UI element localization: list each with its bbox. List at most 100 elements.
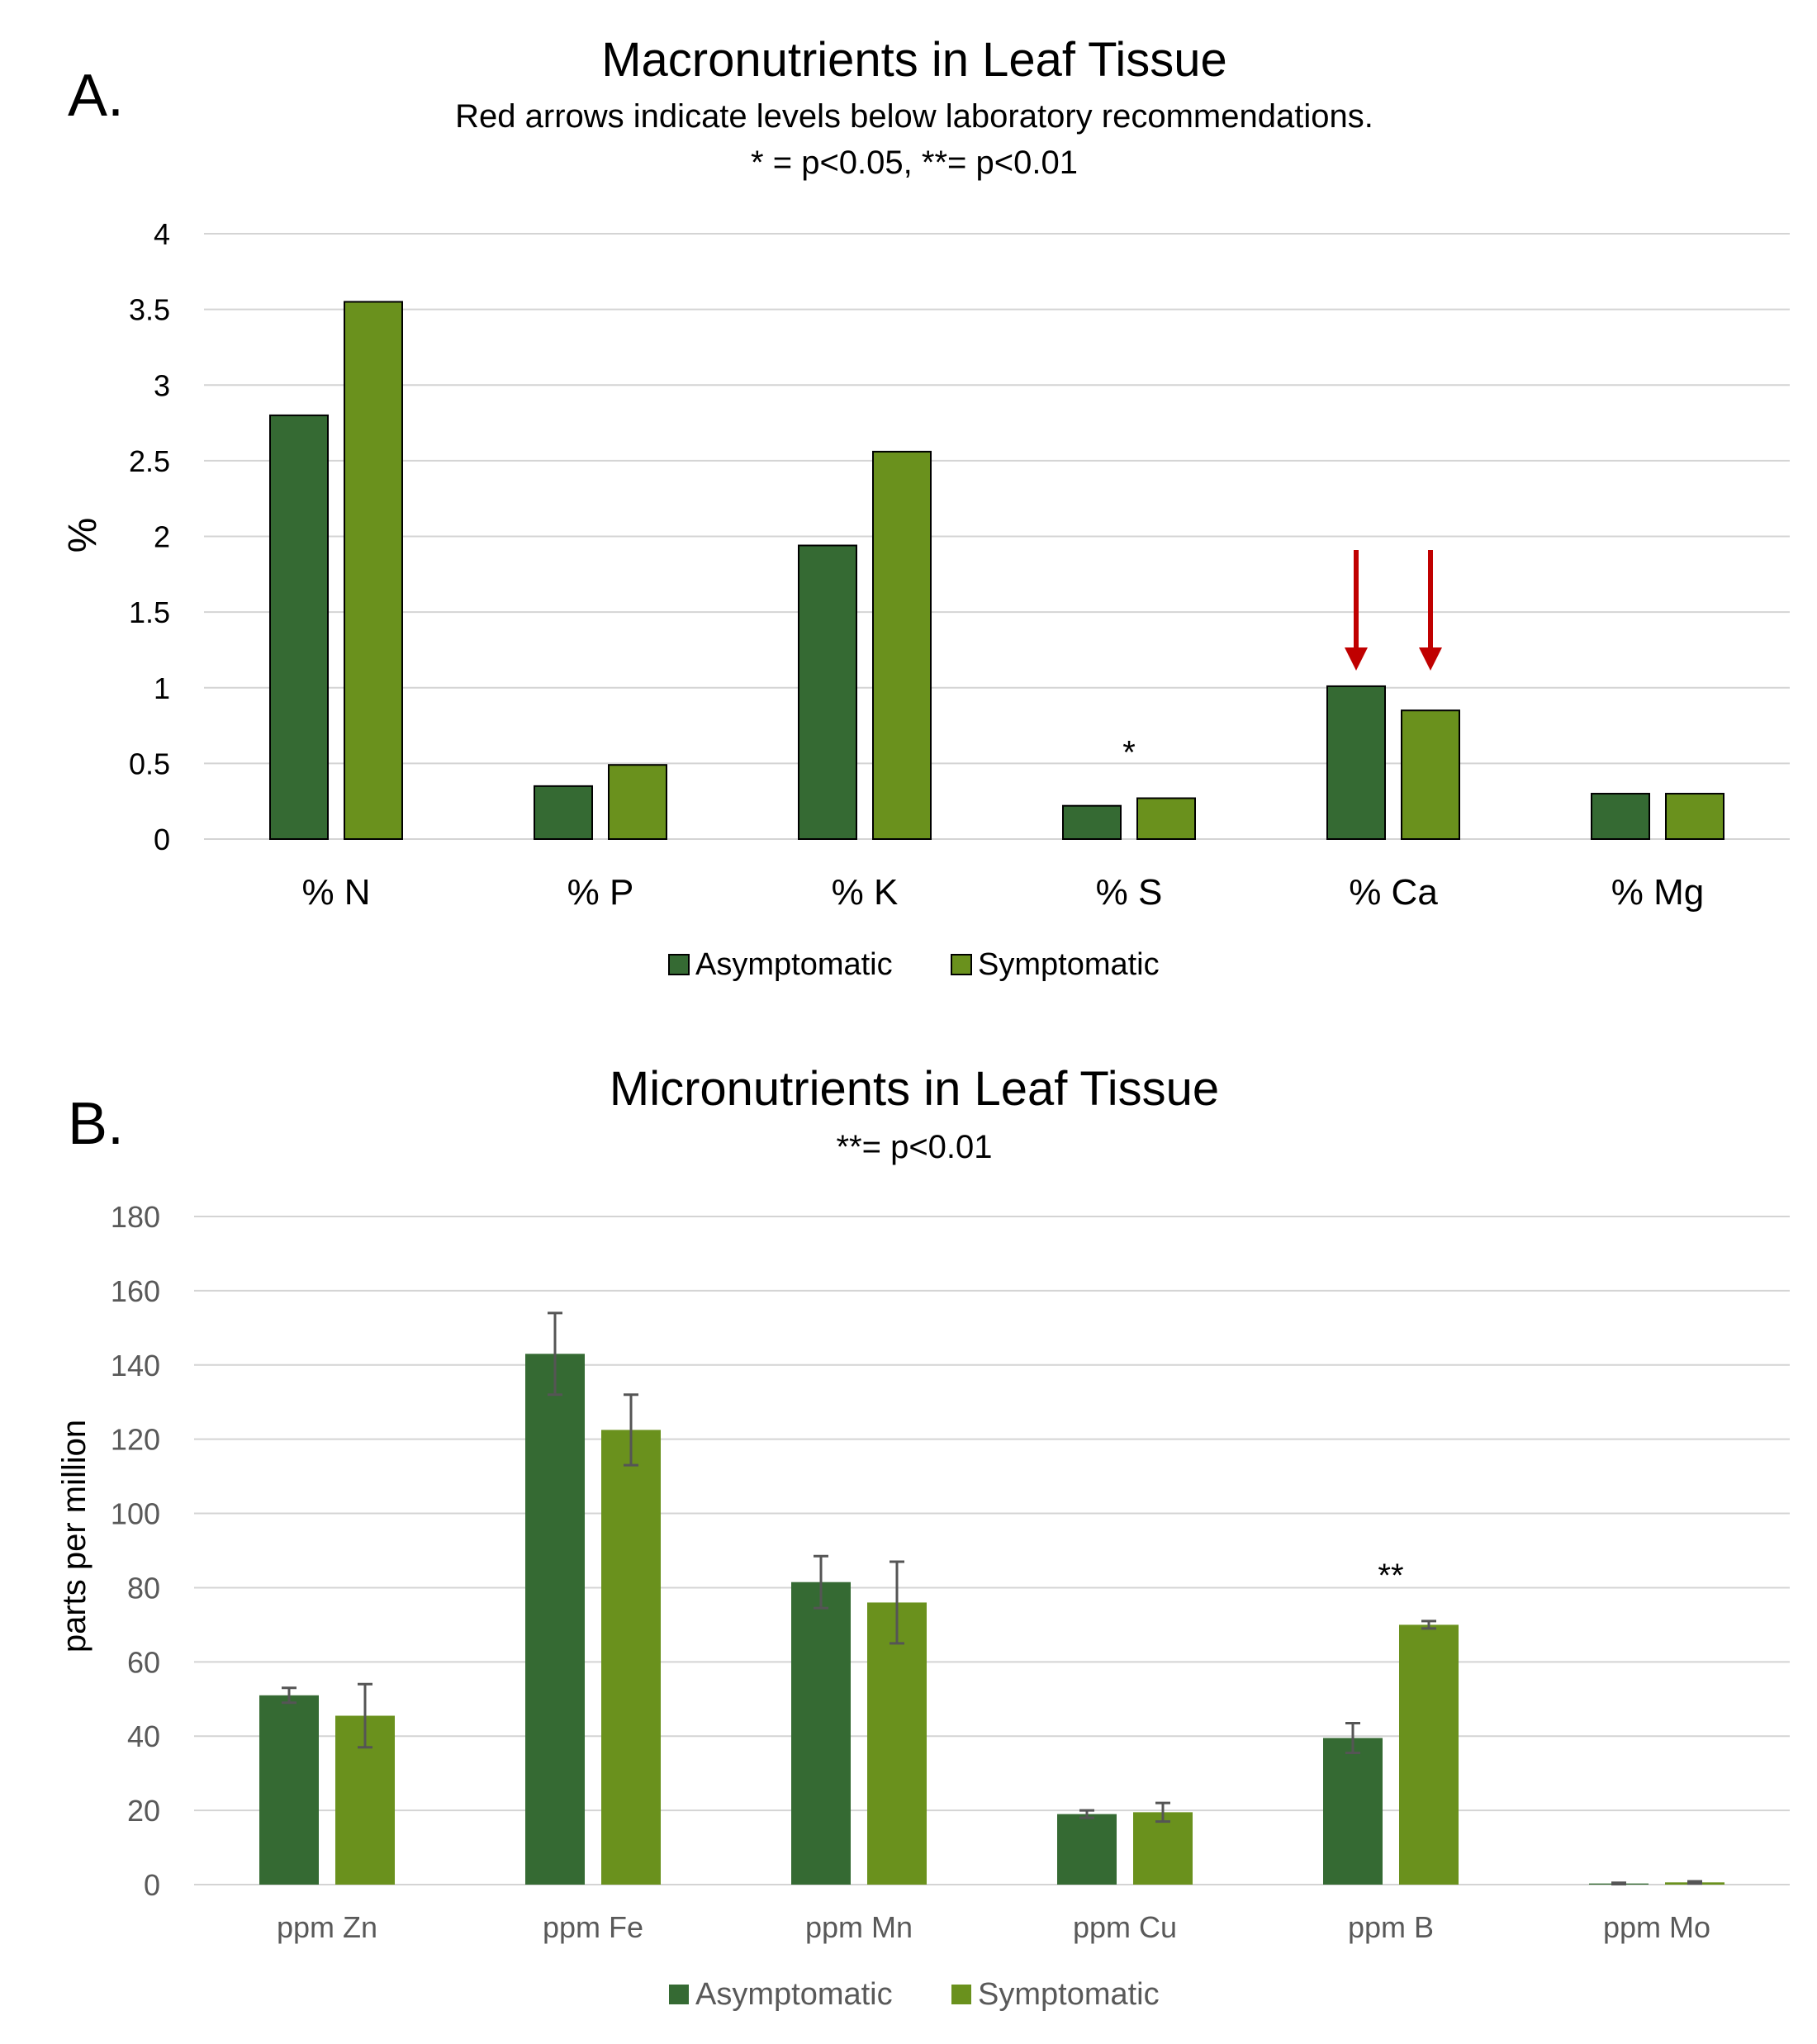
bar-symptomatic-k	[872, 450, 932, 840]
chart-b-bars	[259, 1354, 1724, 1885]
bar-symptomatic-ppm-cu	[1133, 1812, 1193, 1885]
x-tick-label-ppm-mo: ppm Mo	[1603, 1910, 1710, 1944]
error-bar-symptomatic-ppm-b	[1421, 1620, 1436, 1630]
error-bar-asymptomatic-ppm-fe	[548, 1311, 562, 1397]
legend-swatch-symptomatic	[951, 954, 972, 975]
chart-b-y-ticks: 0 20 40 60 80 100 120 140 160 180	[111, 1200, 160, 1902]
chart-a-significance-note: * = p<0.05, **= p<0.01	[751, 145, 1078, 181]
x-tick-label-mg: % Mg	[1611, 872, 1704, 913]
x-tick-label-n: % N	[301, 872, 370, 913]
y-tick-label-b-3: 60	[127, 1645, 160, 1679]
error-bar-symptomatic-ppm-zn	[358, 1682, 372, 1749]
y-tick-label-b-8: 160	[111, 1274, 160, 1308]
y-tick-label-b-7: 140	[111, 1349, 160, 1382]
bar-asymptomatic-k	[798, 544, 857, 840]
bar-symptomatic-mg	[1665, 793, 1724, 841]
y-tick-label-b-2: 40	[127, 1719, 160, 1753]
y-tick-label-a-4: 2	[154, 520, 170, 554]
error-bar-symptomatic-ppm-mo	[1687, 1880, 1702, 1885]
chart-a-y-axis-label: %	[61, 518, 105, 553]
y-tick-label-b-0: 0	[144, 1868, 160, 1902]
x-tick-label-ppm-b: ppm B	[1348, 1910, 1434, 1944]
y-tick-label-b-1: 20	[127, 1794, 160, 1828]
chart-a-subtitle: Red arrows indicate levels below laborat…	[455, 98, 1373, 135]
chart-a-x-ticks: % N % P % K % S % Ca % Mg	[301, 872, 1704, 913]
y-tick-label-a-5: 2.5	[129, 444, 170, 478]
bar-asymptomatic-ppm-cu	[1057, 1814, 1117, 1885]
chart-a-legend: Asymptomatic Symptomatic	[668, 947, 1160, 982]
legend-swatch-asymptomatic	[669, 1985, 689, 2004]
y-tick-label-a-7: 3.5	[129, 293, 170, 327]
error-bar-asymptomatic-ppm-mn	[814, 1554, 828, 1610]
error-bar-asymptomatic-ppm-zn	[282, 1686, 297, 1705]
bar-asymptomatic-mg	[1591, 793, 1650, 841]
legend-label-asymptomatic: Asymptomatic	[695, 1977, 893, 2012]
legend-swatch-symptomatic	[951, 1985, 971, 2004]
bar-asymptomatic-p	[534, 785, 593, 840]
bar-asymptomatic-ppm-fe	[525, 1354, 585, 1885]
significance-marker-ppm-b: **	[1378, 1558, 1403, 1594]
bar-symptomatic-s	[1136, 797, 1196, 841]
y-tick-label-a-3: 1.5	[129, 595, 170, 629]
bar-symptomatic-p	[608, 764, 667, 841]
legend-swatch-asymptomatic	[668, 954, 690, 975]
chart-a-bars	[269, 301, 1724, 841]
x-tick-label-ppm-mn: ppm Mn	[805, 1910, 913, 1944]
y-tick-label-a-8: 4	[154, 217, 170, 251]
bar-asymptomatic-ca	[1326, 685, 1386, 840]
x-tick-label-k: % K	[832, 872, 899, 913]
chart-b-legend: Asymptomatic Symptomatic	[669, 1977, 1160, 2012]
x-tick-label-ppm-zn: ppm Zn	[277, 1910, 377, 1944]
x-tick-label-s: % S	[1096, 872, 1163, 913]
micronutrients-chart: B. Micronutrients in Leaf Tissue **= p<0…	[56, 1062, 1790, 2012]
y-tick-label-b-4: 80	[127, 1571, 160, 1605]
significance-marker-s: *	[1122, 735, 1136, 771]
bar-asymptomatic-ppm-zn	[259, 1695, 319, 1885]
chart-a-y-ticks: 0 0.5 1 1.5 2 2.5 3 3.5 4	[129, 217, 170, 856]
bar-asymptomatic-ppm-b	[1323, 1738, 1383, 1885]
chart-b-title: Micronutrients in Leaf Tissue	[610, 1062, 1219, 1116]
y-tick-label-b-9: 180	[111, 1200, 160, 1234]
y-tick-label-a-1: 0.5	[129, 747, 170, 780]
error-bar-asymptomatic-ppm-mo	[1611, 1881, 1626, 1886]
chart-b-annotations: **	[1378, 1558, 1403, 1594]
bar-symptomatic-n	[344, 301, 403, 840]
chart-b-gridlines	[194, 1216, 1790, 1885]
red-arrow-symptomatic-ca	[1419, 550, 1442, 671]
macronutrients-chart: A. Macronutrients in Leaf Tissue Red arr…	[61, 33, 1790, 982]
y-tick-label-a-6: 3	[154, 368, 170, 402]
bar-asymptomatic-n	[269, 414, 329, 840]
x-tick-label-p: % P	[567, 872, 634, 913]
x-tick-label-ppm-fe: ppm Fe	[543, 1910, 643, 1944]
error-bar-asymptomatic-ppm-cu	[1079, 1809, 1094, 1819]
arrow-head	[1345, 647, 1368, 671]
legend-label-symptomatic: Symptomatic	[978, 1977, 1160, 2012]
y-tick-label-a-2: 1	[154, 671, 170, 705]
error-bar-symptomatic-ppm-mn	[890, 1560, 904, 1645]
chart-a-gridlines	[204, 233, 1790, 840]
error-bar-symptomatic-ppm-fe	[624, 1393, 638, 1467]
error-bar-asymptomatic-ppm-b	[1345, 1721, 1360, 1754]
bar-symptomatic-ppm-fe	[601, 1430, 661, 1885]
chart-b-y-axis-label: parts per million	[56, 1420, 93, 1653]
legend-label-symptomatic: Symptomatic	[978, 947, 1160, 982]
bar-symptomatic-ca	[1401, 709, 1460, 840]
bar-symptomatic-ppm-mn	[867, 1602, 927, 1885]
panel-a-label: A.	[68, 63, 124, 129]
bar-asymptomatic-ppm-mn	[791, 1582, 851, 1885]
x-tick-label-ca: % Ca	[1349, 872, 1438, 913]
red-arrow-asymptomatic-ca	[1345, 550, 1368, 671]
panel-b-label: B.	[68, 1091, 124, 1157]
chart-a-annotations: *	[1122, 550, 1442, 771]
y-tick-label-a-0: 0	[154, 823, 170, 856]
bar-asymptomatic-s	[1062, 804, 1122, 840]
y-tick-label-b-6: 120	[111, 1423, 160, 1457]
legend-label-asymptomatic: Asymptomatic	[695, 947, 893, 982]
chart-b-significance-note: **= p<0.01	[836, 1129, 992, 1165]
bar-symptomatic-ppm-b	[1399, 1624, 1459, 1885]
chart-b-error-bars	[282, 1311, 1702, 1886]
chart-a-title: Macronutrients in Leaf Tissue	[601, 33, 1227, 87]
arrow-head	[1419, 647, 1442, 671]
chart-b-x-ticks: ppm Zn ppm Fe ppm Mn ppm Cu ppm B ppm Mo	[277, 1910, 1710, 1944]
